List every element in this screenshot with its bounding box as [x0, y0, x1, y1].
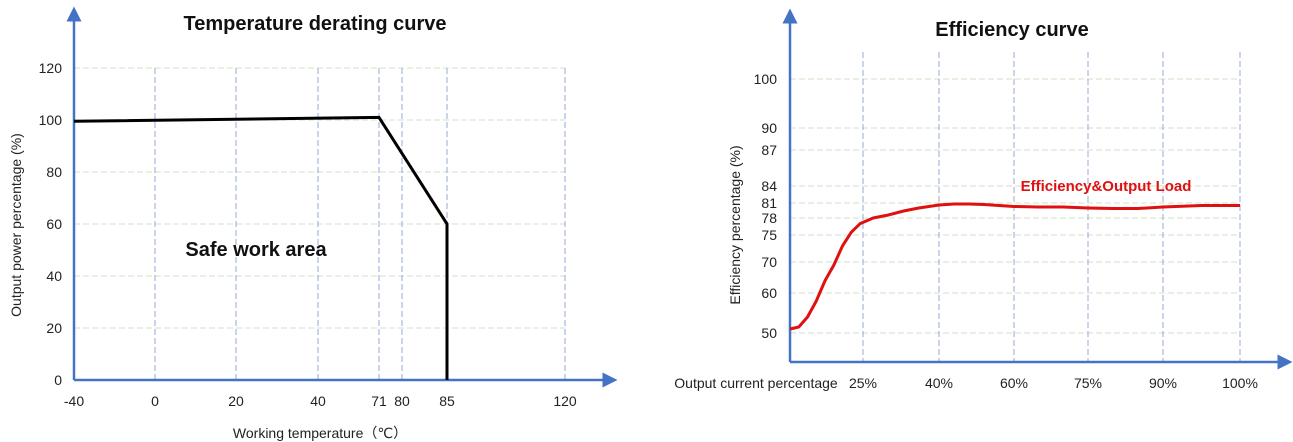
y-tick-label: 78	[761, 210, 777, 226]
x-axis-label: Working temperature（℃）	[233, 425, 407, 441]
annotation-safe-work-area: Safe work area	[185, 239, 327, 261]
x-tick-label: 71	[371, 393, 387, 409]
x-tick-labels: -40 0 20 40 71 80 85 120	[64, 393, 577, 409]
y-tick-label: 100	[754, 71, 778, 87]
x-tick-label: 85	[439, 393, 455, 409]
y-tick-label: 70	[761, 254, 777, 270]
y-tick-label: 90	[761, 120, 777, 136]
x-tick-label: 25%	[849, 375, 877, 391]
x-axis-label: Output current percentage	[674, 375, 838, 391]
y-tick-label: 100	[39, 112, 63, 128]
y-tick-label: 20	[46, 320, 62, 336]
x-tick-label: 20	[228, 393, 244, 409]
x-tick-label: 100%	[1222, 375, 1258, 391]
x-tick-label: 40%	[925, 375, 953, 391]
y-tick-label: 60	[761, 285, 777, 301]
x-tick-label: -40	[64, 393, 84, 409]
y-tick-label: 60	[46, 216, 62, 232]
x-tick-label: 75%	[1074, 375, 1102, 391]
temperature-derating-chart: Temperature derating curve 0 20 40 60 80 100 1…	[8, 6, 618, 441]
y-tick-label: 80	[46, 164, 62, 180]
x-tick-label: 120	[553, 393, 577, 409]
y-tick-label: 40	[46, 268, 62, 284]
chart-title: Efficiency curve	[935, 19, 1088, 41]
y-tick-labels: 0 20 40 60 80 100 120	[39, 60, 63, 388]
x-tick-label: 60%	[1000, 375, 1028, 391]
grid	[74, 67, 566, 380]
y-axis-label: Efficiency percentage (%)	[727, 145, 743, 304]
x-tick-labels: 25% 40% 60% 75% 90% 100%	[849, 375, 1258, 391]
y-tick-label: 75	[761, 227, 777, 243]
y-axis-label: Output power percentage (%)	[8, 133, 24, 317]
series-line	[789, 202, 1240, 331]
y-tick-label: 84	[761, 178, 777, 194]
y-tick-label: 81	[761, 195, 777, 211]
chart-title: Temperature derating curve	[183, 13, 446, 35]
x-tick-label: 90%	[1149, 375, 1177, 391]
series-label: Efficiency&Output Load	[1021, 178, 1192, 195]
x-tick-label: 80	[394, 393, 410, 409]
x-tick-label: 40	[310, 393, 326, 409]
y-tick-label: 0	[54, 372, 62, 388]
series-line	[73, 115, 449, 380]
x-tick-label: 0	[151, 393, 159, 409]
y-tick-label: 50	[761, 325, 777, 341]
y-tick-label: 120	[39, 60, 63, 76]
y-tick-label: 87	[761, 142, 777, 158]
